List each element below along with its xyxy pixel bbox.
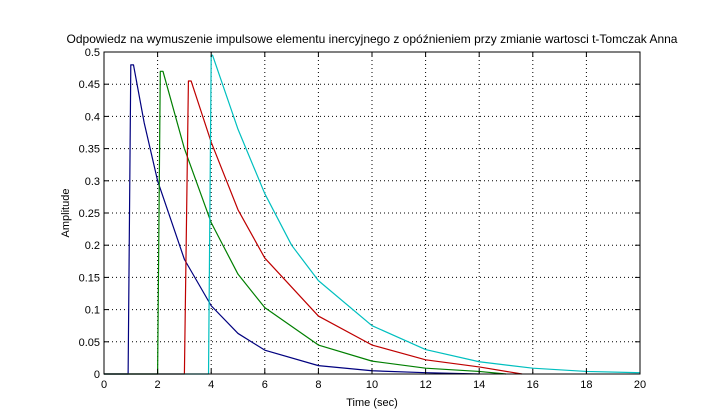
x-tick-label: 4 — [208, 379, 214, 391]
x-tick-label: 2 — [155, 379, 161, 391]
series-line-3 — [104, 80, 523, 375]
x-axis-label: Time (sec) — [346, 397, 398, 409]
y-tick-label: 0.05 — [79, 337, 100, 349]
x-tick-label: 10 — [366, 379, 378, 391]
series-line-1 — [104, 64, 480, 375]
y-tick-label: 0.1 — [85, 305, 100, 317]
y-tick-label: 0.5 — [85, 47, 100, 59]
x-tick-label: 0 — [101, 379, 107, 391]
y-tick-label: 0.45 — [79, 79, 100, 91]
series-line-2 — [104, 70, 507, 375]
x-tick-label: 20 — [634, 379, 646, 391]
chart-title: Odpowiedz na wymuszenie impulsowe elemen… — [67, 32, 678, 46]
x-tick-label: 16 — [527, 379, 539, 391]
grid-layer — [104, 52, 640, 374]
x-tick-label: 18 — [580, 379, 592, 391]
x-tick-label: 12 — [419, 379, 431, 391]
y-axis-label: Amplitude — [60, 189, 72, 238]
y-tick-label: 0.3 — [85, 176, 100, 188]
y-tick-label: 0.2 — [85, 240, 100, 252]
y-tick-label: 0.15 — [79, 272, 100, 284]
x-tick-label: 8 — [315, 379, 321, 391]
x-tick-label: 14 — [473, 379, 485, 391]
y-tick-label: 0.4 — [85, 111, 100, 123]
y-tick-label: 0.35 — [79, 144, 100, 156]
tick-layer: 0 2 4 6 8 10 12 14 16 18 20 0 0.05 0.1 0.15 0.2 0.25 0.3 0… — [79, 47, 647, 391]
x-tick-label: 6 — [262, 379, 268, 391]
series-layer — [104, 54, 641, 375]
y-tick-label: 0 — [94, 369, 100, 381]
y-tick-label: 0.25 — [79, 208, 100, 220]
